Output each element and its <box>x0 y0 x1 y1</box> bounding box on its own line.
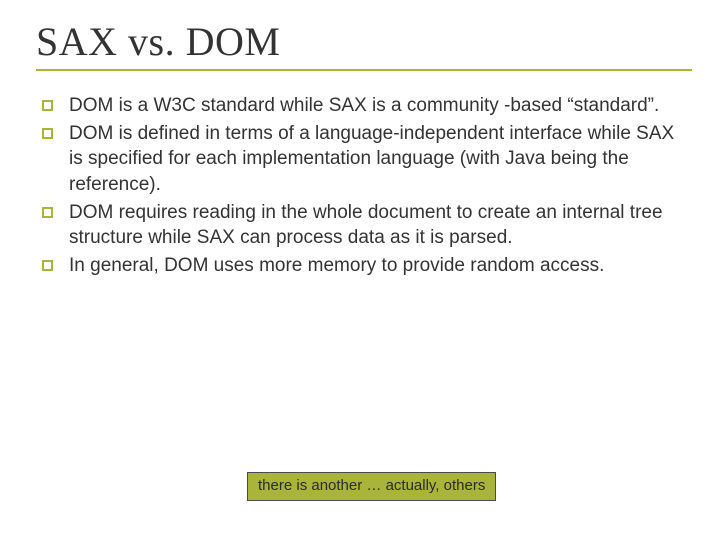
slide-title: SAX vs. DOM <box>36 18 692 71</box>
bullet-text: In general, DOM uses more memory to prov… <box>69 253 604 279</box>
square-bullet-icon <box>42 260 53 271</box>
bullet-text: DOM is a W3C standard while SAX is a com… <box>69 93 659 119</box>
square-bullet-icon <box>42 207 53 218</box>
square-bullet-icon <box>42 128 53 139</box>
list-item: DOM is a W3C standard while SAX is a com… <box>42 93 692 119</box>
list-item: DOM is defined in terms of a language-in… <box>42 121 692 198</box>
bullet-text: DOM requires reading in the whole docume… <box>69 200 692 251</box>
footnote-box: there is another … actually, others <box>247 472 496 501</box>
list-item: In general, DOM uses more memory to prov… <box>42 253 692 279</box>
footnote-text: there is another … actually, others <box>258 477 485 494</box>
slide-container: SAX vs. DOM DOM is a W3C standard while … <box>0 0 720 540</box>
bullet-text: DOM is defined in terms of a language-in… <box>69 121 692 198</box>
list-item: DOM requires reading in the whole docume… <box>42 200 692 251</box>
bullet-list: DOM is a W3C standard while SAX is a com… <box>36 93 692 278</box>
square-bullet-icon <box>42 100 53 111</box>
